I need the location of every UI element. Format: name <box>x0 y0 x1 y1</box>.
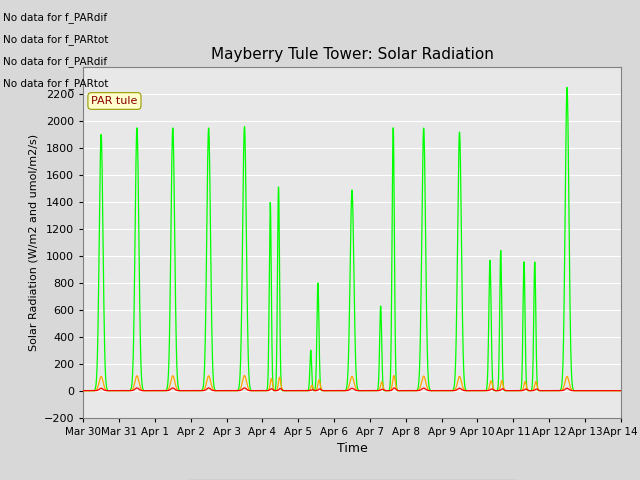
Title: Mayberry Tule Tower: Solar Radiation: Mayberry Tule Tower: Solar Radiation <box>211 47 493 62</box>
Text: PAR tule: PAR tule <box>92 96 138 106</box>
Text: No data for f_PARtot: No data for f_PARtot <box>3 34 109 45</box>
Y-axis label: Solar Radiation (W/m2 and umol/m2/s): Solar Radiation (W/m2 and umol/m2/s) <box>28 134 38 351</box>
Text: No data for f_PARdif: No data for f_PARdif <box>3 12 108 23</box>
X-axis label: Time: Time <box>337 442 367 455</box>
Text: No data for f_PARdif: No data for f_PARdif <box>3 56 108 67</box>
Text: No data for f_PARtot: No data for f_PARtot <box>3 78 109 89</box>
